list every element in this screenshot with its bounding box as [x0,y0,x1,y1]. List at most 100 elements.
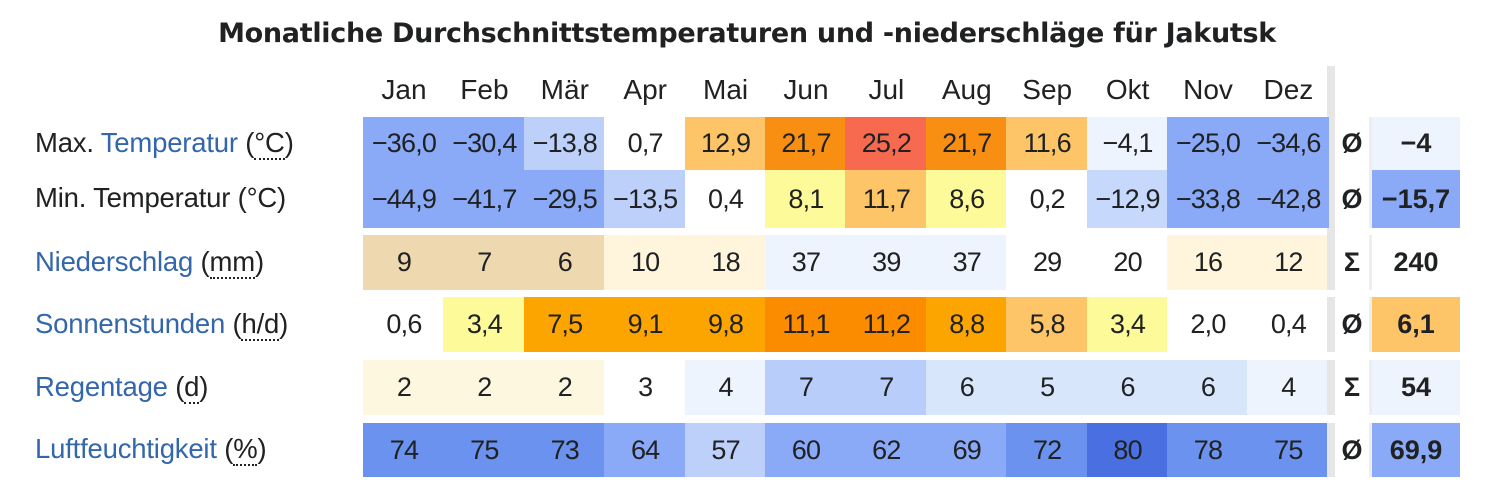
row-label-link[interactable]: Sonnenstunden [35,308,226,339]
unit-open: ( [216,433,234,464]
data-cell: 6 [1086,360,1169,415]
aggregate-symbol: Σ [1343,372,1361,402]
row-label: Sonnenstunden (h/d) [35,308,288,341]
separator [1369,170,1372,228]
data-cell: 60 [765,423,847,477]
data-cell: 9,8 [684,297,767,352]
data-cell: 37 [925,235,1008,290]
data-cell: 7 [845,360,928,415]
separator [1369,423,1372,477]
data-cell: 11,1 [765,297,847,352]
unit-open: ( [225,308,242,339]
aggregate-value: 69,9 [1372,423,1460,477]
data-cell: 18 [684,235,767,290]
data-cell: −29,5 [523,170,606,228]
data-cell: 2 [523,360,606,415]
row-label-link[interactable]: Temperatur [100,127,238,158]
row-label: Luftfeuchtigkeit (%) [35,433,267,466]
data-cell: 29 [1006,235,1089,290]
data-cell: 16 [1167,235,1249,290]
aggregate-symbol: Ø [1341,128,1363,158]
data-cell: 11,7 [845,170,928,228]
data-cell: 21,7 [765,117,847,170]
aggregate-value: 240 [1372,235,1460,290]
month-header: Jul [868,74,905,105]
month-header: Aug [941,74,992,105]
data-cell: 0,6 [363,297,445,352]
data-cell: 0,7 [604,117,687,170]
data-cell: 4 [684,360,767,415]
data-cell: 20 [1086,235,1169,290]
data-cell: 8,1 [765,170,847,228]
data-cell: 0,4 [684,170,767,228]
data-cell: 0,4 [1247,297,1330,352]
separator [1327,360,1335,415]
data-cell: 7 [765,360,847,415]
unit-close: ) [254,246,264,277]
unit-close: ) [257,433,267,464]
aggregate-symbol: Σ [1343,247,1361,277]
unit-close: ) [199,371,209,402]
data-cell: 21,7 [925,117,1008,170]
data-cell: −44,9 [363,170,445,228]
data-cell: 3 [604,360,687,415]
unit-close: ) [284,127,294,158]
unit-open: ( [237,127,255,158]
separator [1369,235,1372,290]
data-cell: 8,6 [925,170,1008,228]
data-cell: 4 [1247,360,1330,415]
data-cell: −13,8 [523,117,606,170]
data-cell: 64 [604,423,687,477]
data-cell: 78 [1167,423,1249,477]
data-cell: −12,9 [1086,170,1169,228]
month-header: Mär [540,74,589,105]
row-label-link[interactable]: Luftfeuchtigkeit [35,433,217,464]
data-cell: 7,5 [523,297,606,352]
row-label: Niederschlag (mm) [35,246,264,279]
data-cell: 75 [443,423,526,477]
aggregate-symbol: Ø [1341,309,1363,339]
aggregate-symbol: Ø [1341,183,1363,214]
data-cell: 73 [523,423,606,477]
month-header: Nov [1183,74,1233,105]
data-cell: −41,7 [443,170,526,228]
unit-abbr[interactable]: °C [254,127,285,160]
data-cell: 69 [925,423,1008,477]
aggregate-value: 54 [1372,360,1460,415]
separator [1327,423,1335,477]
month-header: Sep [1022,74,1073,105]
data-cell: −13,5 [604,170,687,228]
row-label: Min. Temperatur (°C) [35,182,286,214]
separator [1369,117,1372,170]
data-cell: 57 [684,423,767,477]
data-cell: 62 [845,423,928,477]
unit-abbr[interactable]: % [233,433,258,466]
unit-abbr[interactable]: d [184,371,200,404]
data-cell: −25,0 [1167,117,1249,170]
row-label: Regentage (d) [35,371,209,404]
month-header: Jan [381,74,427,105]
data-cell: 5 [1006,360,1089,415]
month-header: Feb [460,74,509,105]
month-header: Apr [623,74,667,105]
data-cell: 12 [1247,235,1330,290]
data-cell: 11,2 [845,297,928,352]
aggregate-value: −4 [1372,117,1460,170]
unit-abbr[interactable]: h/d [241,308,280,341]
unit-open: ( [193,246,210,277]
data-cell: 80 [1086,423,1169,477]
data-cell: 10 [604,235,687,290]
data-cell: 2,0 [1167,297,1249,352]
separator [1327,66,1335,290]
unit-abbr[interactable]: mm [209,246,255,279]
row-label-link[interactable]: Niederschlag [35,246,194,277]
row-label-link[interactable]: Regentage [35,371,168,402]
data-cell: −4,1 [1086,117,1169,170]
data-cell: 12,9 [684,117,767,170]
data-cell: 0,2 [1006,170,1089,228]
unit-open: ( [167,371,185,402]
row-label-prefix: Max. [35,127,101,158]
data-cell: 6 [925,360,1008,415]
month-header: Jun [783,74,829,105]
data-cell: 72 [1006,423,1089,477]
